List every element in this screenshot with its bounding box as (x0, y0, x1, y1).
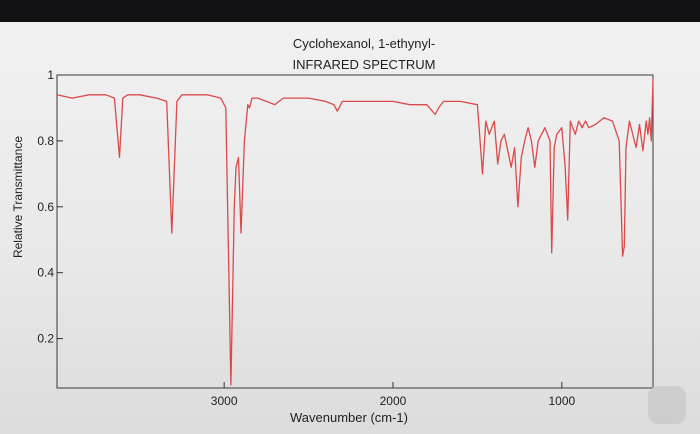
y-tick-label: 0.2 (37, 332, 54, 346)
y-axis: 0.2 0.4 0.6 0.8 1 (37, 68, 63, 346)
y-tick-label: 0.4 (37, 266, 54, 280)
x-axis: 3000 2000 1000 (211, 382, 575, 408)
floating-widget[interactable] (648, 386, 686, 424)
x-tick-label: 2000 (380, 394, 407, 408)
x-axis-label: Wavenumber (cm-1) (290, 410, 408, 425)
chart-subtitle: INFRARED SPECTRUM (292, 57, 436, 72)
x-tick-label: 1000 (548, 394, 575, 408)
y-tick-label: 0.6 (37, 200, 54, 214)
chart-title: Cyclohexanol, 1-ethynyl- (292, 36, 436, 51)
monitor-bezel (0, 0, 700, 24)
y-tick-label: 0.8 (37, 134, 54, 148)
plot-frame (56, 74, 654, 389)
y-tick-label: 1 (47, 68, 54, 82)
x-tick-label: 3000 (211, 394, 238, 408)
screen-area (0, 22, 700, 434)
spectrum-series-line (56, 78, 654, 386)
y-axis-label: Relative Transmittance (11, 135, 25, 259)
